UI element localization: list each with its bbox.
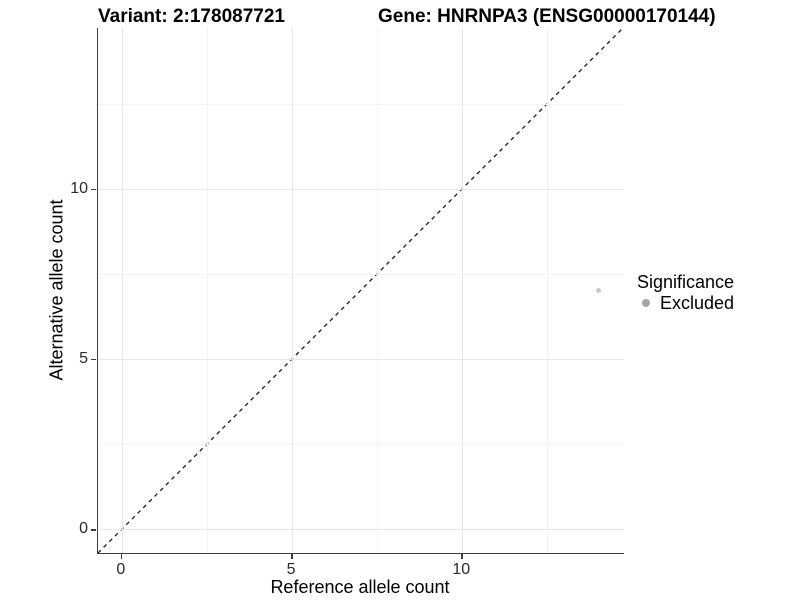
gridline-minor-vertical xyxy=(547,28,549,553)
excluded-point-icon xyxy=(642,299,650,307)
y-tick-mark xyxy=(91,358,96,361)
y-tick-label: 10 xyxy=(70,179,88,197)
plot-panel xyxy=(97,27,624,554)
data-point xyxy=(595,288,601,294)
gridline-major-horizontal xyxy=(98,188,624,190)
gridline-major-vertical xyxy=(292,28,294,553)
identity-line-layer xyxy=(97,27,624,554)
variant-title: Variant: 2:178087721 xyxy=(98,6,285,27)
gene-title: Gene: HNRNPA3 (ENSG00000170144) xyxy=(378,6,716,27)
gridline-minor-horizontal xyxy=(98,444,624,446)
gridline-minor-vertical xyxy=(206,28,208,553)
legend: Significance Excluded xyxy=(637,272,734,313)
legend-item-excluded: Excluded xyxy=(637,293,734,313)
gridline-major-horizontal xyxy=(98,529,624,531)
gridline-minor-horizontal xyxy=(98,103,624,105)
y-tick-label: 5 xyxy=(79,349,88,367)
identity-dashed-line xyxy=(97,27,624,554)
x-tick-label: 10 xyxy=(452,561,471,578)
legend-item-label: Excluded xyxy=(660,293,735,313)
legend-title: Significance xyxy=(637,272,735,292)
gridline-minor-vertical xyxy=(377,28,379,553)
gridline-minor-horizontal xyxy=(98,273,624,275)
gridline-major-horizontal xyxy=(98,358,624,360)
x-tick-mark xyxy=(461,554,463,559)
x-tick-mark xyxy=(120,554,123,559)
y-tick-mark xyxy=(91,529,96,531)
x-tick-label: 5 xyxy=(286,561,296,578)
y-tick-label: 0 xyxy=(79,520,88,538)
y-tick-mark xyxy=(91,188,96,191)
gridline-major-vertical xyxy=(121,28,123,553)
x-tick-mark xyxy=(291,554,293,559)
x-axis-title: Reference allele count xyxy=(270,577,450,597)
x-tick-label: 0 xyxy=(116,561,126,578)
gridline-major-vertical xyxy=(462,28,464,553)
